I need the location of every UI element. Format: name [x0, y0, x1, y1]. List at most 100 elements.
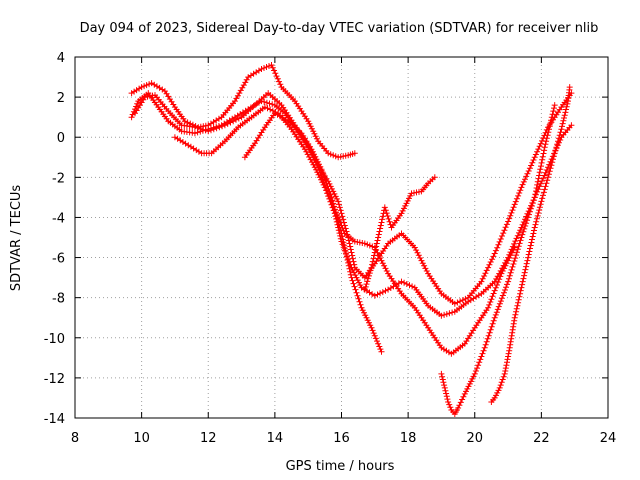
data-point	[505, 218, 512, 225]
data-point	[513, 195, 520, 202]
y-tick-label: 2	[57, 91, 65, 106]
data-point	[304, 151, 311, 158]
data-point	[548, 162, 555, 169]
data-point	[485, 304, 492, 311]
data-point	[345, 262, 352, 269]
data-point	[503, 221, 510, 228]
data-point	[368, 324, 375, 331]
data-point	[487, 299, 494, 305]
data-point	[277, 81, 284, 88]
data-point	[564, 100, 571, 107]
data-point	[511, 314, 518, 321]
data-point	[342, 225, 349, 232]
data-point	[345, 237, 352, 244]
data-point	[383, 210, 390, 217]
data-point	[409, 283, 416, 290]
data-point	[340, 239, 347, 246]
data-point	[514, 246, 521, 253]
data-point	[507, 212, 514, 219]
data-point	[551, 105, 557, 112]
data-point	[545, 171, 552, 178]
series-track-3	[132, 90, 575, 307]
data-point	[234, 92, 241, 99]
data-point	[516, 190, 523, 196]
data-point	[343, 251, 350, 258]
data-point	[345, 259, 352, 266]
data-point	[537, 201, 544, 208]
data-point	[528, 239, 535, 246]
data-point	[505, 278, 512, 285]
data-point	[547, 120, 554, 127]
data-point	[441, 311, 448, 318]
data-point	[510, 204, 517, 211]
data-point	[349, 277, 356, 284]
data-point	[516, 293, 523, 300]
data-point	[441, 382, 448, 389]
data-point	[543, 135, 550, 142]
y-tick-label: -2	[52, 171, 65, 186]
x-tick-label: 8	[71, 431, 79, 446]
data-point	[497, 382, 504, 389]
data-point	[484, 335, 491, 342]
data-point	[386, 218, 393, 225]
series-track-7	[438, 102, 558, 417]
data-point	[485, 264, 492, 271]
series-track-8	[488, 84, 573, 405]
data-point	[486, 301, 493, 308]
data-point	[418, 257, 425, 264]
y-tick-label: -14	[44, 412, 65, 427]
data-point	[326, 188, 333, 195]
data-point	[496, 238, 503, 245]
data-point	[335, 198, 342, 205]
data-point	[523, 173, 530, 180]
data-point	[337, 227, 344, 234]
data-point	[325, 186, 332, 192]
data-point	[373, 240, 380, 247]
data-point	[344, 257, 351, 263]
data-point	[538, 198, 545, 205]
data-point	[539, 178, 545, 184]
series-track-4	[171, 104, 575, 319]
data-point	[363, 281, 370, 288]
data-point	[536, 204, 543, 211]
data-point	[514, 232, 521, 239]
data-point	[443, 390, 450, 397]
data-point	[559, 123, 565, 130]
data-point	[543, 167, 550, 173]
data-point	[529, 159, 536, 166]
data-point	[439, 376, 446, 383]
data-point	[550, 153, 557, 160]
chart-title: Day 094 of 2023, Sidereal Day-to-day VTE…	[80, 21, 599, 36]
data-point	[378, 219, 385, 226]
data-point	[263, 99, 270, 106]
data-point	[530, 230, 537, 237]
data-point	[555, 135, 562, 142]
data-point	[374, 338, 380, 345]
data-point	[548, 117, 555, 124]
data-point	[303, 148, 310, 155]
data-point	[336, 221, 342, 228]
data-point	[459, 396, 466, 403]
data-point	[517, 290, 524, 297]
data-point	[525, 214, 531, 221]
data-point	[550, 156, 556, 163]
data-point	[216, 124, 223, 131]
data-point	[501, 289, 507, 296]
data-point	[513, 235, 520, 242]
data-point	[341, 222, 348, 229]
data-point	[510, 261, 517, 267]
data-point	[508, 209, 515, 216]
data-point	[374, 291, 381, 298]
data-point	[372, 246, 379, 253]
data-point	[336, 224, 343, 231]
x-tick-label: 12	[200, 431, 217, 446]
data-point	[210, 126, 217, 133]
data-point	[534, 212, 541, 219]
data-point	[496, 384, 503, 391]
data-point	[440, 379, 447, 386]
data-point	[481, 344, 488, 351]
data-point	[529, 233, 536, 240]
data-point	[382, 265, 389, 272]
data-point	[489, 293, 496, 300]
data-point	[504, 356, 511, 363]
